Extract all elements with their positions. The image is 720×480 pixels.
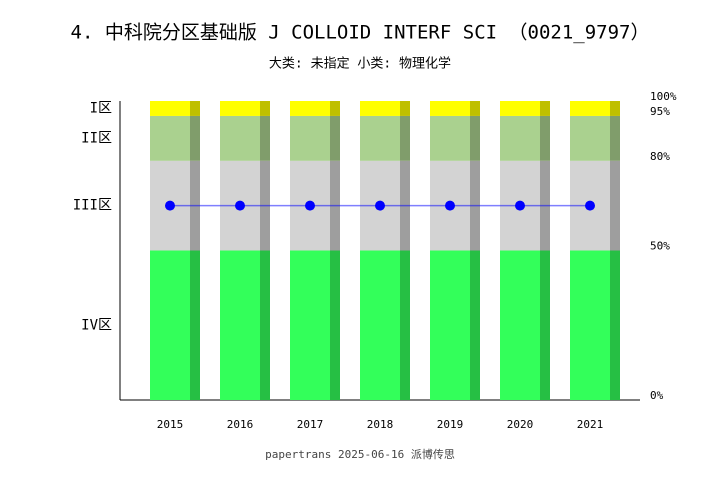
bar-segment [360,101,410,116]
x-tick-label: 2021 [577,418,604,431]
percentile-point [445,200,455,211]
bar-segment [570,250,620,400]
bar-segment [570,101,620,116]
bar-segment [500,115,550,161]
percentile-point [165,200,175,211]
y-tick-label: 95% [650,105,670,118]
y-tick-label: 100% [650,90,677,103]
bar-segment [150,250,200,400]
percentile-point [375,200,385,211]
bar-segment [150,115,200,161]
x-tick-label: 2018 [367,418,394,431]
bar-segment [430,115,480,161]
bar-segment [290,115,340,161]
bar-segment [290,250,340,400]
y-tick-label: 50% [650,240,670,253]
bar-segment [360,115,410,161]
footer: papertrans 2025-06-16 派博传思 [265,448,455,461]
x-tick-label: 2020 [507,418,534,431]
x-tick-label: 2016 [227,418,254,431]
bar-segment [570,115,620,161]
x-tick-label: 2017 [297,418,324,431]
chart-title: 4. 中科院分区基础版 J COLLOID INTERF SCI （0021_9… [71,22,650,44]
percentile-point [585,200,595,211]
zone-label: III区 [73,198,112,214]
bar-segment [220,101,270,116]
x-tick-label: 2019 [437,418,464,431]
bar-segment [500,101,550,116]
bar-segment [290,101,340,116]
bar-segment [220,250,270,400]
bar-segment [150,101,200,116]
bar-segment [220,115,270,161]
bar-segment [360,250,410,400]
x-tick-label: 2015 [157,418,184,431]
zone-label: I区 [90,100,112,116]
bar-segment [500,250,550,400]
percentile-point [235,200,245,211]
zone-label: II区 [81,130,112,146]
bar-segment [430,101,480,116]
y-tick-label: 0% [650,389,664,402]
percentile-point [305,200,315,211]
percentile-point [515,200,525,211]
y-tick-label: 80% [650,150,670,163]
chart-subtitle: 大类: 未指定 小类: 物理化学 [269,56,451,72]
bar-segment [430,250,480,400]
zone-label: IV区 [81,317,112,333]
